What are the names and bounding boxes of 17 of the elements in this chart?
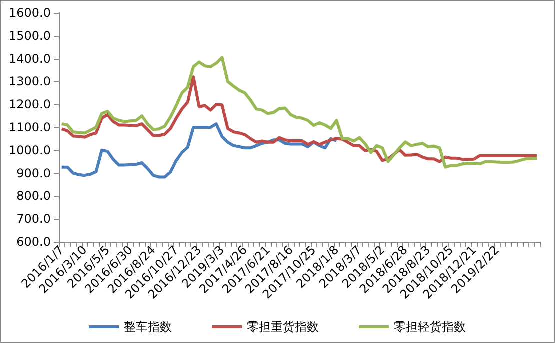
y-tick-label: 600.0 (16, 235, 51, 249)
y-tick-label: 700.0 (16, 212, 51, 226)
legend-label: 整车指数 (124, 320, 172, 334)
y-tick-label: 1600.0 (9, 6, 51, 20)
y-tick-label: 900.0 (16, 166, 51, 180)
y-tick-label: 1200.0 (9, 98, 51, 112)
y-tick-label: 1000.0 (9, 143, 51, 158)
y-tick-label: 1100.0 (9, 120, 51, 134)
line-series (60, 122, 338, 179)
y-tick-label: 800.0 (16, 189, 51, 204)
line-series (60, 76, 539, 164)
y-tick-label: 1500.0 (9, 28, 51, 43)
legend-label: 零担轻货指数 (394, 320, 466, 334)
line-series (60, 56, 539, 169)
legend-label: 零担重货指数 (247, 320, 319, 334)
y-tick-label: 1400.0 (9, 52, 51, 66)
y-tick-label: 1300.0 (9, 74, 51, 89)
